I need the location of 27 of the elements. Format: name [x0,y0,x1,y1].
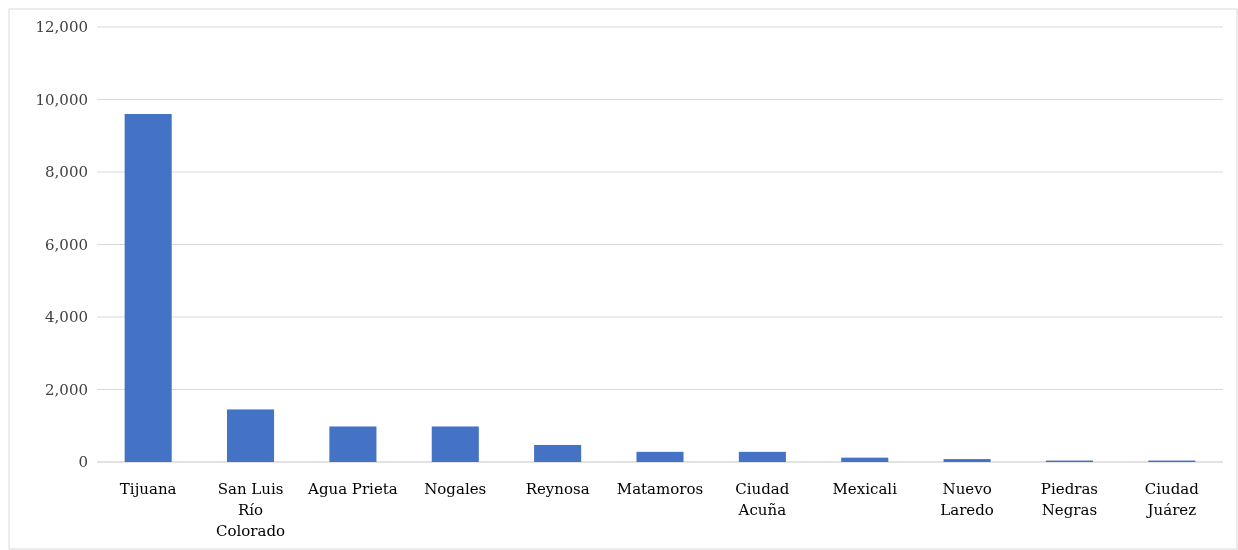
bar [534,444,582,462]
y-tick-label: 4,000 [45,308,88,327]
bar [636,451,684,462]
y-tick-label: 2,000 [45,380,88,399]
bar [124,114,172,462]
bar [431,426,479,462]
y-tick-label: 6,000 [45,235,88,254]
x-tick-label: Nogales [424,480,487,498]
bar [227,409,275,462]
y-tick-label: 12,000 [35,18,88,37]
y-tick-label: 8,000 [45,163,88,182]
bar [329,426,377,462]
x-tick-label: Tijuana [119,480,177,498]
x-tick-label: Reynosa [525,480,590,498]
x-tick-label: San Luis Río Colorado [216,480,286,540]
bar [943,459,991,462]
x-tick-label: Ciudad Juárez [1144,480,1200,519]
bar [738,451,786,462]
x-tick-label: Matamoros [616,480,704,498]
y-tick-label: 10,000 [35,90,88,109]
x-tick-label: Piedras Negras [1040,480,1099,519]
x-tick-label: Agua Prieta [307,480,398,498]
y-tick-label: 0 [78,453,88,472]
x-tick-label: Ciudad Acuña [735,480,790,519]
x-tick-label: Nuevo Laredo [940,480,994,519]
x-tick-label: Mexicali [832,480,898,498]
bar [841,457,889,462]
